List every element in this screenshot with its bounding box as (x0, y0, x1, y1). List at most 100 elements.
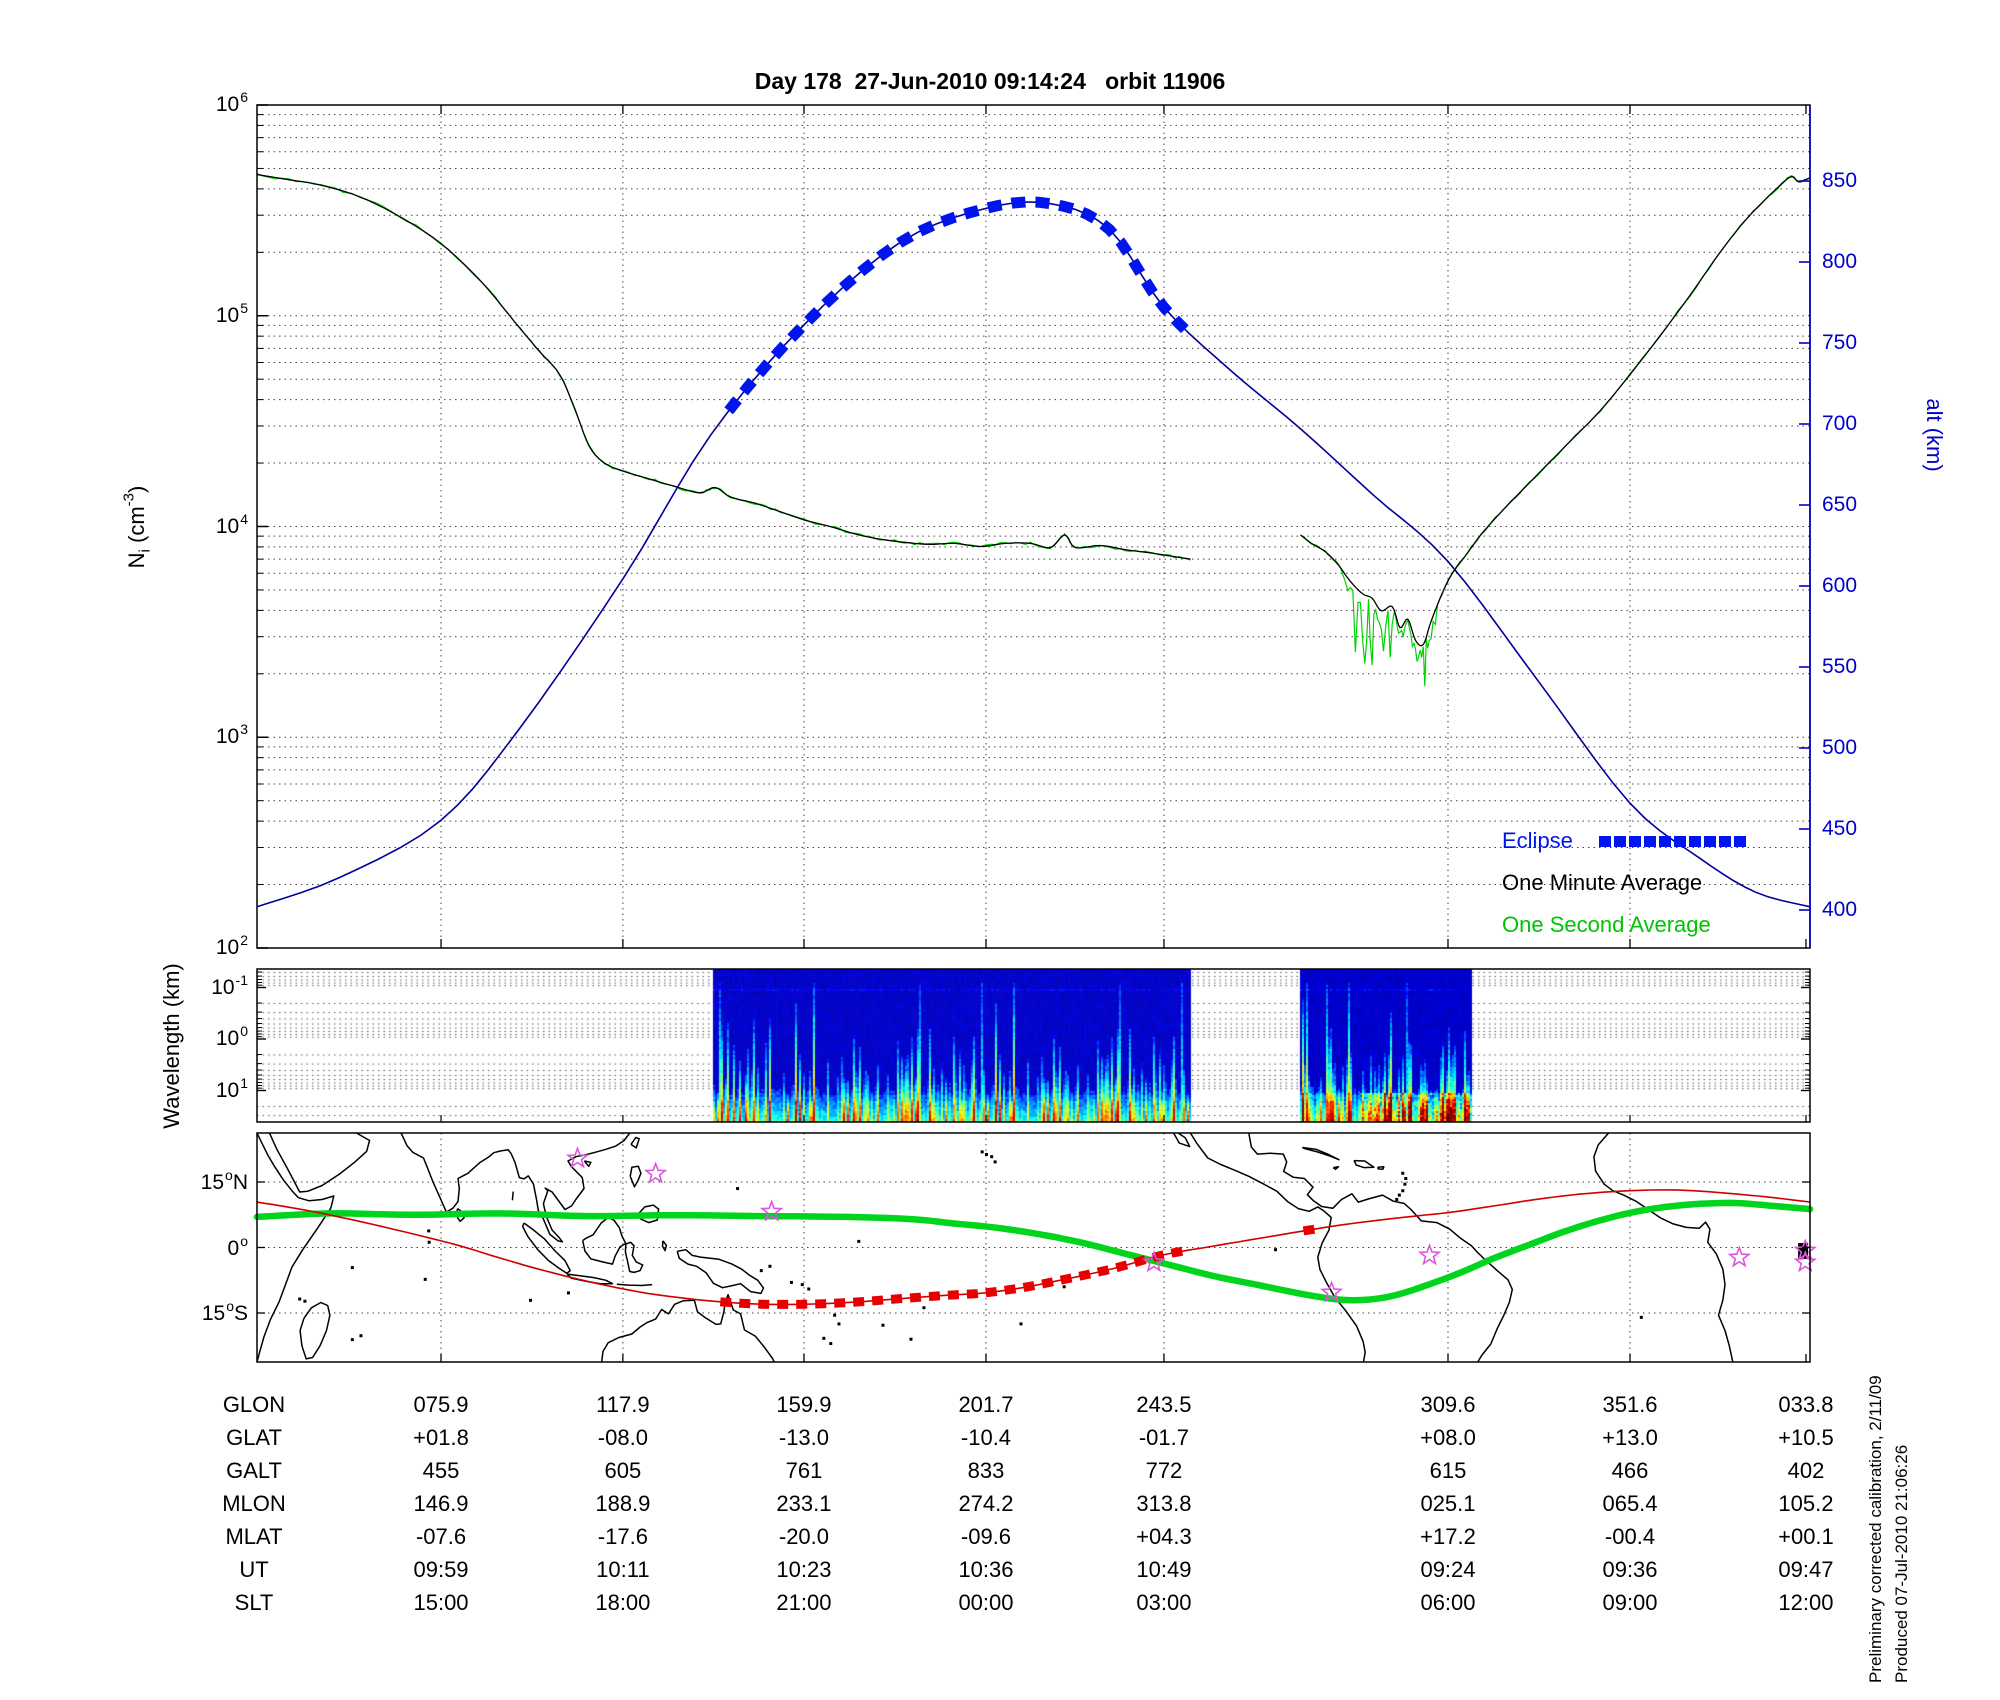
table-cell: 025.1 (1420, 1491, 1476, 1516)
table-cell: 075.9 (413, 1392, 469, 1417)
table-cell: 09:24 (1420, 1557, 1476, 1582)
island-dot (1639, 1315, 1643, 1319)
island-dot (1401, 1189, 1405, 1193)
table-cell: 761 (785, 1458, 823, 1483)
plot-title: Day 178 27-Jun-2010 09:14:24 orbit 11906 (754, 68, 1226, 94)
ni-tick-label: 102 (215, 932, 248, 959)
coastline (581, 1216, 627, 1265)
island-dot (1395, 1197, 1399, 1201)
table-cell: +00.1 (1778, 1524, 1834, 1549)
table-row-label: GLON (222, 1392, 286, 1417)
coastline (400, 1132, 631, 1243)
island-dot (427, 1229, 431, 1233)
island-dot (350, 1266, 354, 1270)
table-cell: 455 (422, 1458, 460, 1483)
coastline (624, 1241, 644, 1274)
table-cell: 615 (1429, 1458, 1467, 1483)
island-dot (857, 1239, 861, 1243)
table-cell: 605 (604, 1458, 642, 1483)
table-cell: 065.4 (1602, 1491, 1658, 1516)
island-dot (1401, 1171, 1405, 1175)
island-dot (1019, 1322, 1023, 1326)
table-cell: 313.8 (1136, 1491, 1192, 1516)
table-cell: 18:00 (595, 1590, 651, 1615)
legend-item-one-second: One Second Average (1502, 904, 1749, 946)
table-cell: 09:36 (1602, 1557, 1658, 1582)
island-dot (993, 1160, 997, 1164)
island-dot (807, 1287, 811, 1291)
ni-tick-label: 106 (215, 89, 248, 116)
calibration-note: Preliminary corrected calibration, 2/11/… (1866, 1375, 1885, 1683)
table-row-label: GALT (226, 1458, 282, 1483)
island-dot (1404, 1177, 1408, 1181)
table-cell: 09:00 (1602, 1590, 1658, 1615)
alt-axis-label: alt (km) (1922, 398, 1947, 472)
island-dot (350, 1338, 354, 1342)
coastline (1248, 1132, 1514, 1363)
station-star (1417, 1243, 1442, 1266)
table-cell: 402 (1787, 1458, 1825, 1483)
alt-tick-label: 650 (1822, 493, 1858, 516)
table-cell: +08.0 (1420, 1425, 1476, 1450)
table-cell: 10:23 (776, 1557, 832, 1582)
ni-tick-label: 105 (215, 299, 248, 327)
table-cell: +17.2 (1420, 1524, 1476, 1549)
alt-tick-label: 800 (1822, 250, 1858, 273)
wavelength-tick-label: 100 (215, 1023, 248, 1050)
table-cell: 833 (967, 1458, 1005, 1483)
island-dot (427, 1240, 431, 1244)
coastline (299, 1301, 331, 1360)
table-cell: -17.6 (597, 1524, 648, 1549)
legend-item-eclipse: Eclipse (1502, 820, 1749, 862)
table-cell: 309.6 (1420, 1392, 1476, 1417)
table-cell: -20.0 (778, 1524, 830, 1549)
island-dot (529, 1298, 533, 1302)
coastline (1189, 1132, 1366, 1363)
station-star (1793, 1238, 1817, 1261)
island-dot (1274, 1248, 1278, 1252)
table-cell: -00.4 (1604, 1524, 1656, 1549)
station-star (759, 1199, 784, 1222)
legend-eclipse-label: Eclipse (1502, 828, 1573, 853)
table-cell: 351.6 (1602, 1392, 1658, 1417)
coastline (1353, 1159, 1375, 1169)
table-cell: 188.9 (595, 1491, 651, 1516)
table-cell: 03:00 (1136, 1590, 1192, 1615)
table-row-label: UT (239, 1557, 269, 1582)
coastline (583, 1160, 592, 1168)
alt-tick-label: 500 (1822, 736, 1858, 759)
island-dot (800, 1283, 804, 1287)
map-lat-tick-label: 15oN (200, 1166, 248, 1194)
island-dot (566, 1291, 570, 1295)
island-dot (833, 1313, 837, 1317)
table-cell: 274.2 (958, 1491, 1014, 1516)
table-row-label: MLAT (225, 1524, 283, 1549)
one-minute-average-curve (1300, 176, 1811, 647)
coastline (268, 1132, 371, 1193)
map-lat-tick-label: 0o (227, 1232, 248, 1260)
table-cell: +01.8 (413, 1425, 469, 1450)
legend: Eclipse One Minute Average One Second Av… (1502, 820, 1749, 946)
table-row-label: MLON (222, 1491, 286, 1516)
one-second-average-curve (256, 172, 1191, 561)
island-dot (303, 1299, 307, 1303)
ni-tick-label: 104 (215, 510, 248, 538)
table-cell: -13.0 (778, 1425, 830, 1450)
alt-tick-label: 750 (1822, 331, 1858, 354)
island-dot (768, 1264, 772, 1268)
coastline (256, 1132, 299, 1199)
dip-equator-line (253, 1199, 1814, 1304)
island-dot (1397, 1193, 1401, 1197)
coastline (521, 1222, 571, 1275)
alt-tick-label: 550 (1822, 655, 1858, 678)
table-cell: 21:00 (776, 1590, 832, 1615)
alt-tick-label: 700 (1822, 412, 1858, 435)
coastline (1593, 1132, 1734, 1363)
map-lat-tick-label: 15oS (201, 1298, 248, 1325)
table-cell: 146.9 (413, 1491, 469, 1516)
wavelength-tick-label: 10-1 (211, 971, 248, 999)
table-cell: -07.6 (415, 1524, 467, 1549)
eclipse-marker-curve (724, 196, 1194, 415)
